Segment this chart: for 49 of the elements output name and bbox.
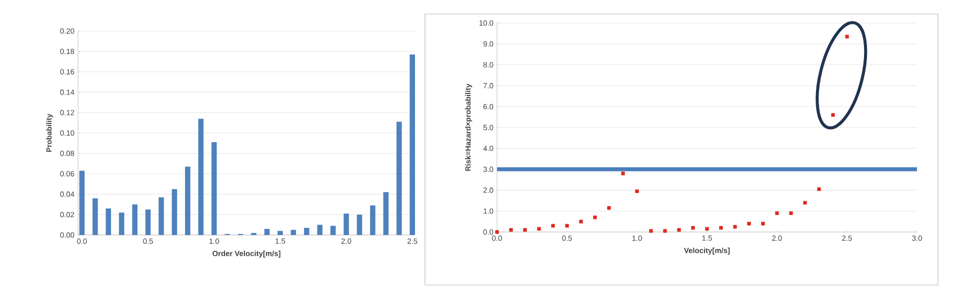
point [565,224,569,228]
point [649,229,653,233]
bar [317,224,322,235]
point [537,227,541,231]
point [845,34,849,38]
bar [290,230,296,235]
bar [106,208,112,235]
bar [185,166,190,235]
bar [396,122,402,235]
point [719,226,723,230]
point [747,222,751,226]
point [663,229,667,233]
bar [264,228,270,235]
bar [304,228,310,235]
point [607,206,611,210]
bar [370,205,376,235]
point [705,227,709,231]
point [733,224,737,229]
point [551,224,555,228]
point [817,187,821,191]
bar [410,54,416,235]
bar [118,212,124,235]
bar [383,192,389,235]
point [495,230,499,234]
bar [278,230,283,235]
bar [356,214,362,235]
point [789,211,793,215]
point [509,228,513,232]
bar [330,226,336,235]
point [523,228,527,232]
bar [132,204,138,235]
bar [172,189,178,235]
point [775,211,779,215]
point [691,226,695,230]
bar [158,197,164,235]
point [761,222,765,226]
bar [344,214,349,235]
bar [145,210,151,235]
point [621,172,625,176]
bar [79,170,85,235]
point [803,200,807,205]
bar [198,118,204,235]
point [593,216,597,220]
bar [92,198,98,235]
point [677,228,681,232]
point [579,220,583,224]
bar [211,142,217,235]
point [831,113,835,117]
point [635,189,639,194]
